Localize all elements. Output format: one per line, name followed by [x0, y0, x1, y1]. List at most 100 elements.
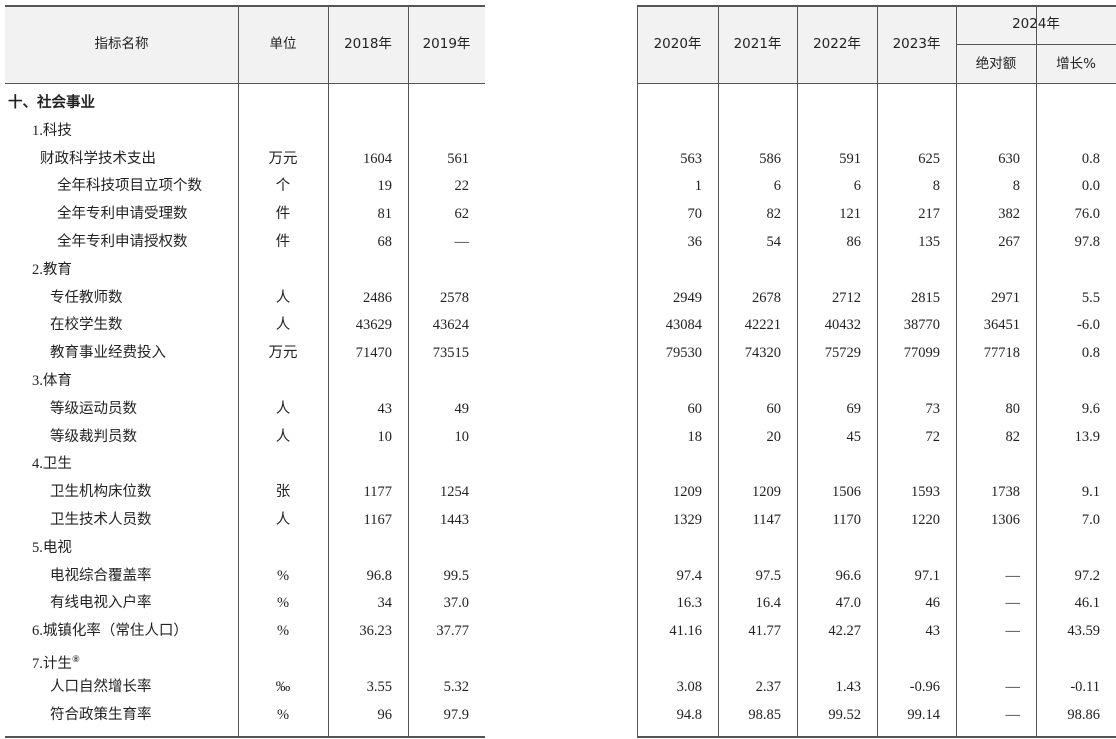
- unit: 人: [275, 512, 291, 528]
- value: 7.0: [1081, 512, 1100, 528]
- value: -6.0: [1077, 317, 1100, 334]
- value: 40432: [824, 317, 861, 334]
- value: 1177: [363, 484, 392, 501]
- section-name: 5.电视: [32, 539, 72, 556]
- section-name: 1.科技: [32, 122, 72, 139]
- unit: %: [276, 595, 290, 612]
- value: 0.0: [1081, 178, 1100, 195]
- value: 563: [680, 150, 702, 167]
- header-year: 2018年: [344, 36, 392, 52]
- value: 98.86: [1067, 706, 1100, 723]
- value: —: [1005, 595, 1021, 612]
- value: 81: [377, 206, 393, 223]
- value: 60: [687, 400, 703, 417]
- item-name: 卫生机构床位数: [50, 484, 152, 501]
- header-year: 2022年: [813, 36, 861, 52]
- header-bg: [5, 6, 485, 83]
- value: 76.0: [1074, 206, 1100, 223]
- value: 2486: [363, 289, 392, 306]
- value: 1593: [911, 484, 940, 501]
- value: 74320: [744, 345, 781, 362]
- header-unit: 单位: [269, 36, 297, 52]
- unit: 人: [275, 400, 291, 417]
- value: 37.0: [443, 595, 469, 612]
- section-name: 7.计生⑧: [32, 654, 80, 672]
- item-name: 等级裁判员数: [50, 428, 137, 445]
- value: 1254: [440, 484, 469, 501]
- value: 36451: [983, 317, 1020, 334]
- value: 1604: [363, 150, 392, 167]
- value: 1209: [673, 484, 702, 501]
- value: 19: [377, 178, 393, 195]
- unit: %: [276, 706, 290, 723]
- value: 70: [687, 206, 703, 223]
- value: 0.8: [1081, 345, 1100, 362]
- item-name: 专任教师数: [50, 289, 123, 306]
- value: 1: [694, 178, 702, 195]
- value: -0.11: [1070, 678, 1100, 695]
- value: 46: [925, 595, 941, 612]
- value: —: [1005, 706, 1021, 723]
- header-name: 指标名称: [94, 36, 149, 52]
- column-rule: [877, 5, 878, 737]
- value: 561: [447, 150, 469, 167]
- value: 1.43: [835, 678, 861, 695]
- value: 99.14: [907, 706, 940, 723]
- value: 69: [846, 400, 862, 417]
- value: 135: [918, 234, 940, 250]
- unit: 个: [275, 178, 291, 195]
- unit: ‰: [275, 678, 291, 695]
- value: 43084: [665, 317, 702, 334]
- value: 96: [377, 706, 393, 723]
- value: 97.8: [1074, 234, 1100, 250]
- value: 2578: [440, 289, 469, 306]
- value: 34: [377, 595, 393, 612]
- value: 18: [687, 428, 703, 445]
- value: 73: [925, 400, 941, 417]
- value: 1443: [440, 512, 469, 528]
- section-name: 4.卫生: [32, 456, 72, 473]
- value: 75729: [824, 345, 861, 362]
- value: 99.52: [828, 706, 861, 723]
- value: 1220: [911, 512, 940, 528]
- value: 96.6: [835, 567, 861, 584]
- value: 36.23: [359, 623, 392, 640]
- section-title: 十、社会事业: [8, 95, 95, 111]
- value: 6: [773, 178, 781, 195]
- section-name: 6.城镇化率（常住人口）: [32, 623, 188, 640]
- value: 1209: [752, 484, 781, 501]
- header-group: 2024年: [1012, 16, 1060, 32]
- value: —: [1005, 623, 1021, 640]
- item-name: 卫生技术人员数: [50, 512, 152, 528]
- unit: 件: [275, 234, 291, 250]
- value: 625: [918, 150, 940, 167]
- unit: 人: [275, 289, 291, 306]
- value: 267: [998, 234, 1020, 250]
- value: 72: [925, 428, 941, 445]
- group-rule: [956, 44, 1116, 45]
- value: 2.37: [755, 678, 781, 695]
- footnote-mark: ⑧: [71, 654, 80, 664]
- value: 9.1: [1081, 484, 1100, 501]
- value: 71470: [355, 345, 392, 362]
- bottom-rule: [5, 736, 485, 738]
- value: 5.5: [1081, 289, 1100, 306]
- value: 98.85: [748, 706, 781, 723]
- value: 47.0: [835, 595, 861, 612]
- header-rule: [637, 83, 1116, 84]
- column-rule: [637, 5, 638, 737]
- value: 3.08: [676, 678, 702, 695]
- value: 13.9: [1074, 428, 1100, 445]
- item-name: 等级运动员数: [50, 400, 137, 417]
- value: 1506: [832, 484, 861, 501]
- value: 382: [998, 206, 1020, 223]
- item-name: 符合政策生育率: [50, 706, 152, 723]
- unit: 张: [275, 484, 291, 501]
- value: 38770: [903, 317, 940, 334]
- value: 99.5: [443, 567, 469, 584]
- value: 2815: [911, 289, 940, 306]
- value: 97.4: [676, 567, 702, 584]
- unit: 件: [275, 206, 291, 223]
- value: 3.55: [366, 678, 392, 695]
